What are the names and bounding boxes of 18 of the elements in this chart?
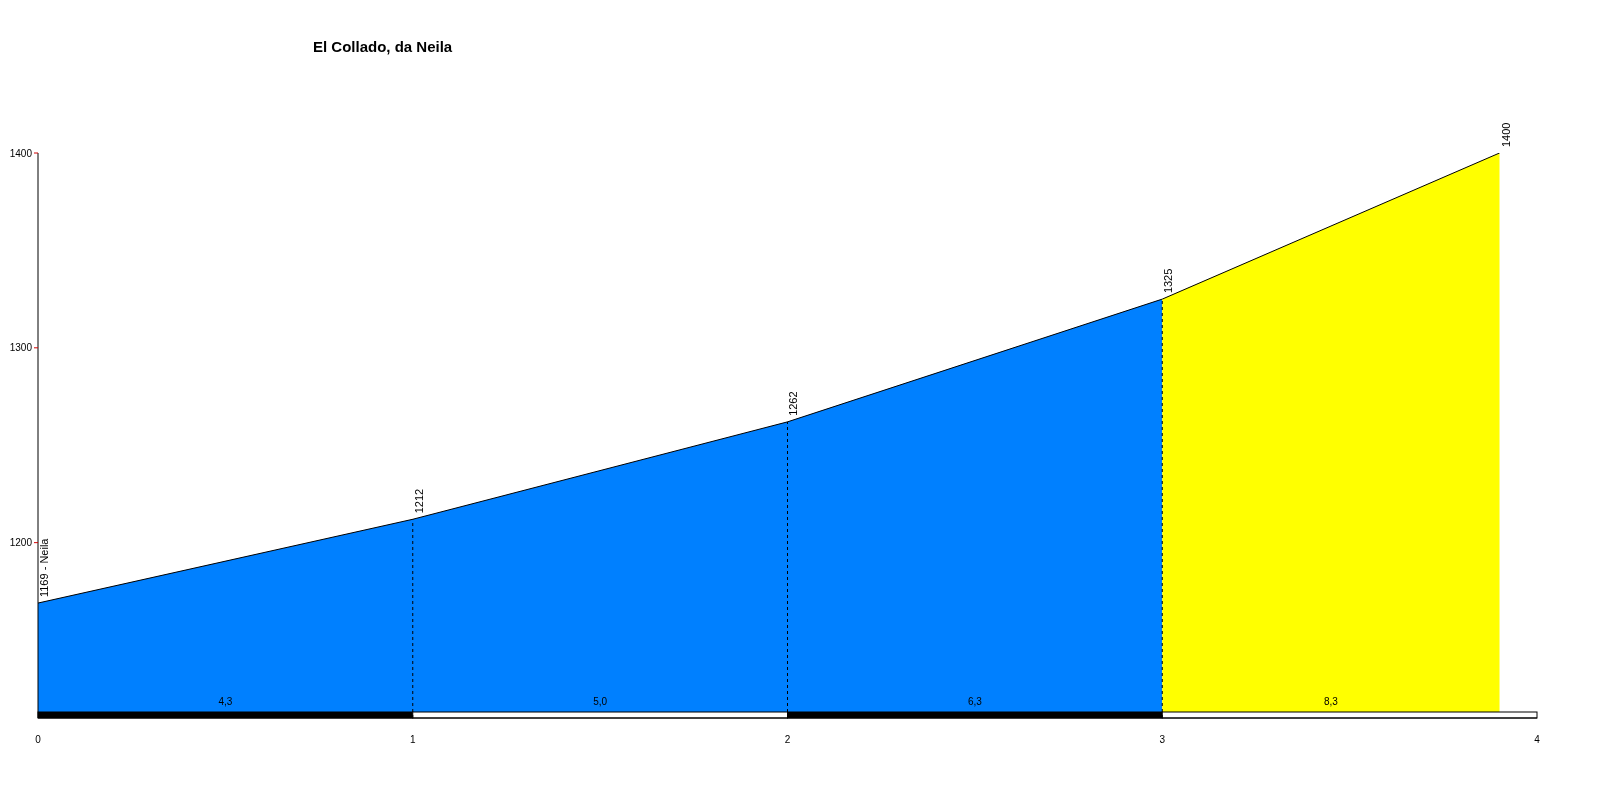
- data-label: 1262: [787, 391, 800, 416]
- data-label: 1325: [1162, 268, 1175, 294]
- x-tick-label: 4: [1534, 734, 1541, 746]
- annotation: 4,3: [218, 696, 233, 708]
- x-tick-label: 0: [35, 734, 42, 746]
- data-label: 1169 - Neila: [38, 537, 50, 598]
- y-tick-label: 1200: [9, 537, 33, 549]
- annotation: 6,3: [967, 696, 983, 708]
- y-tick-label: 1400: [9, 147, 33, 159]
- chart-title: El Collado, da Neila: [313, 38, 453, 55]
- x-tick-label: 3: [1159, 734, 1166, 746]
- x-tick-label: 2: [784, 734, 791, 746]
- annotation: 8,3: [1323, 696, 1339, 708]
- x-tick-label: 1: [409, 734, 416, 746]
- data-label: 1212: [412, 488, 425, 514]
- annotation: 5,0: [593, 696, 608, 708]
- y-tick-label: 1300: [9, 342, 33, 354]
- data-label: 1400: [1499, 122, 1512, 147]
